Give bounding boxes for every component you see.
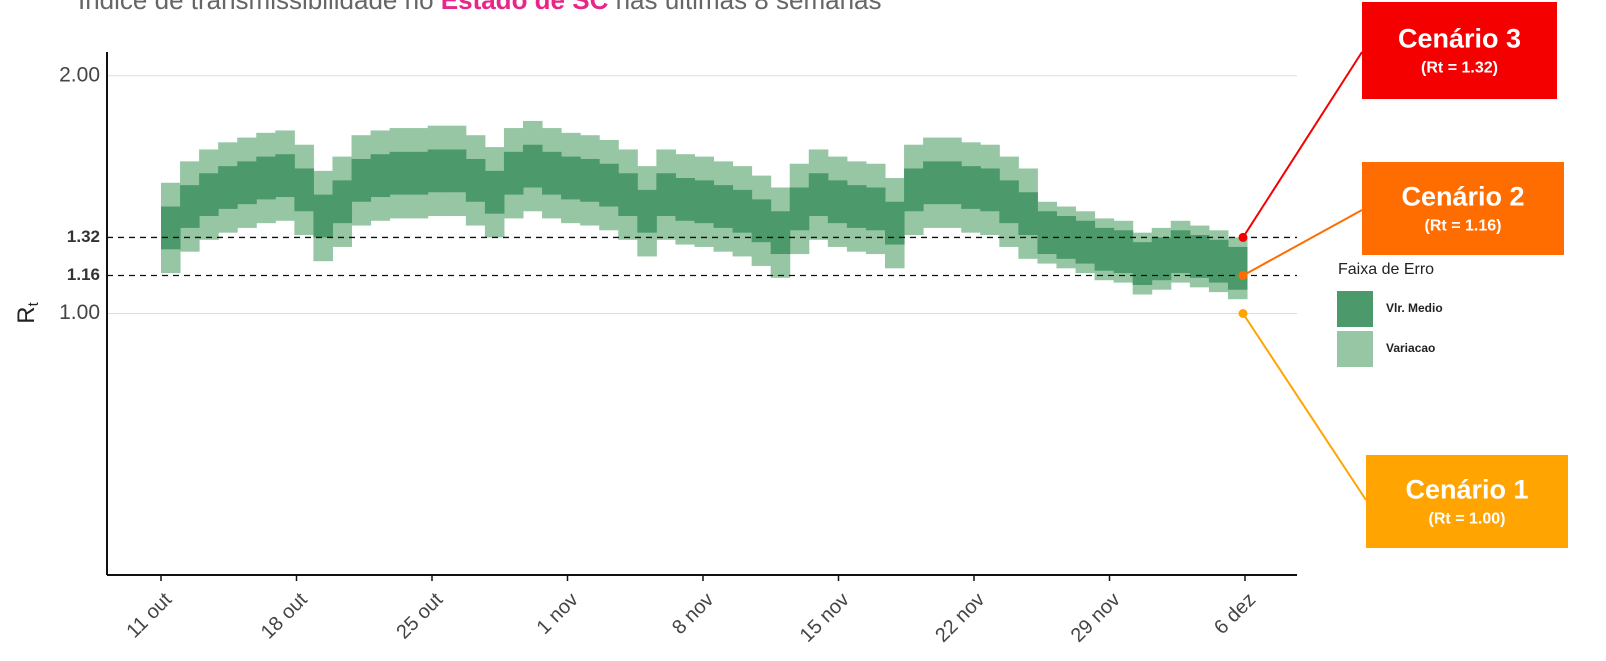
legend-swatch <box>1337 331 1373 367</box>
band-step <box>1018 192 1038 236</box>
x-tick-label: 8 nov <box>668 589 718 639</box>
band-step <box>427 149 448 193</box>
band-step <box>1189 235 1210 278</box>
title-part: Índice de transmissibilidade no <box>78 0 441 15</box>
y-label-sub: t <box>25 301 42 306</box>
band-step <box>484 170 505 214</box>
x-tick-label: 25 out <box>392 588 447 643</box>
band-step <box>1208 239 1229 283</box>
band-step <box>732 189 753 233</box>
scenario-label: (Rt = 1.00) <box>1429 511 1506 528</box>
scenario-connector <box>1242 312 1367 501</box>
scenario-label: (Rt = 1.16) <box>1425 218 1502 235</box>
band-step <box>656 173 676 217</box>
scenario-point <box>1238 270 1248 280</box>
chart-title: Índice de transmissibilidade no Estado d… <box>78 0 882 15</box>
scenario-connector <box>1242 209 1363 277</box>
legend-label: Variacao <box>1386 341 1435 355</box>
band-step <box>789 187 810 231</box>
scenario-point <box>1238 232 1248 242</box>
scenario-name: Cenário 1 <box>1405 475 1528 505</box>
scenario-box <box>1366 455 1568 548</box>
band-step <box>1037 211 1057 255</box>
band-step <box>237 161 257 205</box>
band-step <box>637 189 657 233</box>
band-step <box>618 173 638 217</box>
band-step <box>904 168 924 212</box>
legend-swatch <box>1337 291 1373 327</box>
legend-label: Vlr. Medio <box>1386 301 1443 315</box>
band-step <box>351 158 372 202</box>
band-step <box>1075 220 1096 264</box>
band-step <box>370 154 391 198</box>
band-step <box>161 206 181 250</box>
band-step <box>313 194 333 238</box>
scenario-name: Cenário 2 <box>1401 182 1524 212</box>
band-step <box>808 173 829 217</box>
band-step <box>1151 237 1172 281</box>
band-step <box>256 156 276 200</box>
scenario-box <box>1362 162 1564 255</box>
title-highlight: Estado de SC <box>441 0 609 15</box>
band-step <box>542 151 562 195</box>
reference-label: 1.32 <box>67 227 100 246</box>
band-step <box>465 158 486 202</box>
reference-label: 1.16 <box>67 265 100 284</box>
band-step <box>827 180 848 224</box>
title-part: nas últimas 8 semanas <box>608 0 881 15</box>
scenario-name: Cenário 3 <box>1398 24 1521 54</box>
scenario-connector <box>1242 51 1363 238</box>
band-step <box>770 211 791 255</box>
x-tick-label: 11 out <box>122 588 176 642</box>
band-step <box>580 158 600 202</box>
band-step <box>713 185 734 228</box>
band-step <box>865 187 886 231</box>
band-step <box>180 185 200 228</box>
band-step <box>408 151 429 195</box>
band-step <box>751 199 772 243</box>
y-axis-label: Rt <box>13 301 42 323</box>
legend-title: Faixa de Erro <box>1338 261 1434 278</box>
band-step <box>675 177 695 221</box>
x-tick-label: 22 nov <box>931 589 989 647</box>
band-step <box>199 173 219 217</box>
band-step <box>1170 230 1191 274</box>
band-step <box>942 161 962 205</box>
band-step <box>885 201 905 245</box>
band-step <box>923 161 943 205</box>
band-step <box>694 180 715 224</box>
band-step <box>599 163 619 207</box>
band-step <box>523 144 543 188</box>
band-step <box>1113 230 1134 274</box>
x-tick-label: 15 nov <box>796 589 854 647</box>
band-step <box>846 185 867 228</box>
x-tick-label: 29 nov <box>1067 589 1125 647</box>
band-step <box>561 156 581 200</box>
scenario-label: (Rt = 1.32) <box>1421 60 1498 77</box>
scenario-point <box>1238 309 1248 318</box>
band-step <box>503 151 524 195</box>
y-label-main: R <box>13 306 40 323</box>
x-tick-label: 6 dez <box>1210 589 1260 639</box>
x-tick-label: 1 nov <box>533 589 583 639</box>
band-step <box>446 149 467 193</box>
band-step <box>1227 246 1248 290</box>
x-tick-label: 18 out <box>257 588 312 643</box>
band-step <box>1132 242 1153 285</box>
band-step <box>332 180 353 224</box>
y-tick-label: 2.00 <box>59 63 100 86</box>
band-step <box>218 166 238 209</box>
band-step <box>961 166 981 209</box>
y-tick-label: 1.00 <box>59 301 100 324</box>
band-step <box>1094 227 1115 271</box>
band-step <box>294 168 314 212</box>
band-step <box>389 151 410 195</box>
scenario-box <box>1362 2 1557 99</box>
band-step <box>999 180 1019 224</box>
band-step <box>275 154 295 198</box>
band-step <box>980 168 1000 212</box>
